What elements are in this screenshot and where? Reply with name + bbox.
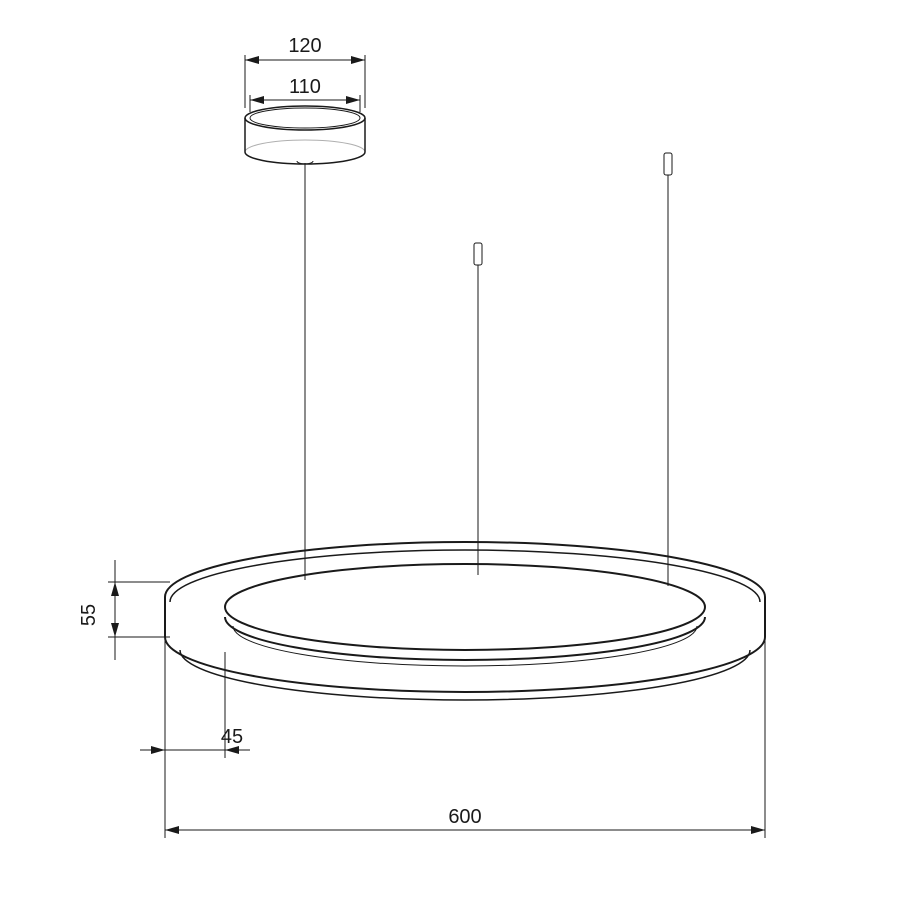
dim-label-45: 45 — [221, 726, 243, 748]
dim-label-110: 110 — [289, 76, 321, 98]
ceiling-canopy — [245, 106, 365, 164]
dim-label-120: 120 — [288, 35, 321, 57]
wire-ferrule-2 — [664, 153, 672, 586]
suspension-wires — [305, 153, 672, 586]
dim-label-600: 600 — [448, 806, 481, 828]
dimension-ring-profile: 45 — [140, 640, 250, 758]
dimension-ring-diameter: 600 — [165, 640, 765, 838]
dimension-ring-height: 55 — [78, 560, 170, 660]
dim-label-55: 55 — [78, 604, 100, 626]
wire-ferrule-1 — [474, 243, 482, 575]
ring-light-body — [165, 542, 765, 700]
